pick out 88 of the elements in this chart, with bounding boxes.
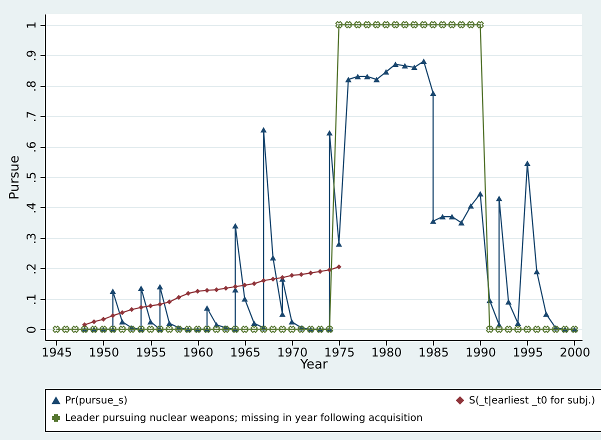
x-tick-label: 1970 [277,346,308,360]
point [458,21,466,28]
point [308,270,314,276]
point [354,21,362,28]
point [504,326,512,333]
point [214,287,219,292]
x-tick-label: 1985 [418,346,449,360]
y-tick-label: .3 [24,232,38,244]
point [118,326,126,333]
point [278,326,286,333]
point [364,21,371,28]
y-tick-label: 0 [24,326,38,334]
point [336,264,342,270]
point [166,299,172,304]
point [392,21,400,28]
point [269,326,277,333]
y-tick-label: .6 [24,141,38,153]
point [335,21,343,28]
x-tick-label: 1990 [465,346,496,360]
point [533,326,540,333]
point [138,304,144,310]
point [438,21,446,28]
y-tick-label: 1 [24,21,38,29]
point [467,21,474,28]
point [91,319,96,324]
point [62,326,70,333]
legend-label: Pr(pursue_s) [65,396,128,407]
point [410,21,418,28]
x-tick-label: 1965 [230,346,260,360]
point [250,326,258,333]
point [476,21,484,28]
point [195,288,200,294]
point [270,276,276,282]
x-tick-label: 1950 [88,346,120,360]
point [110,313,116,318]
y-tick-label: .9 [24,50,38,62]
x-axis-title: Year [299,358,328,372]
point [146,326,154,333]
x-tick-label: 1960 [182,346,214,360]
point [486,326,494,333]
point [401,21,409,28]
point [542,326,550,333]
point [232,284,238,290]
point [166,326,173,333]
point [242,282,248,288]
y-tick-label: .5 [24,172,38,184]
point [204,288,210,293]
point [157,302,162,307]
legend-label: S(_t|earliest _t0 for subj.) [469,395,596,406]
point [148,303,154,308]
y-tick-label: .8 [24,80,38,92]
x-tick-label: 1945 [42,346,72,360]
point [129,307,134,312]
point [52,326,60,333]
legend-label: Leader pursuing nuclear weapons; missing in year following acquisition [65,413,423,424]
point [212,326,220,333]
x-tick-label: 2000 [560,346,590,360]
x-tick-label: 1980 [371,346,402,360]
y-tick-label: .7 [24,110,38,122]
point [448,21,456,28]
point [430,21,437,28]
point [186,290,191,296]
point [261,278,266,284]
point [100,316,106,322]
point [289,272,294,278]
y-tick-label: .1 [24,294,38,306]
x-tick-label: 1975 [324,346,355,360]
point [318,268,323,274]
point [382,21,390,28]
x-tick-label: 1995 [512,346,544,360]
x-tick-label: 1955 [136,346,166,360]
y-tick-label: .2 [24,263,38,275]
point [252,281,257,286]
y-axis-title: Pursue [8,155,22,200]
point [241,326,248,333]
point [495,326,503,333]
point [223,286,228,291]
point [298,272,304,277]
point [120,310,125,316]
point [176,294,182,300]
y-tick-label: .4 [24,202,38,214]
point [288,326,296,333]
point [524,326,531,333]
point [344,21,352,28]
point [514,326,522,333]
point [420,21,428,28]
point [72,326,79,333]
point [372,21,380,28]
